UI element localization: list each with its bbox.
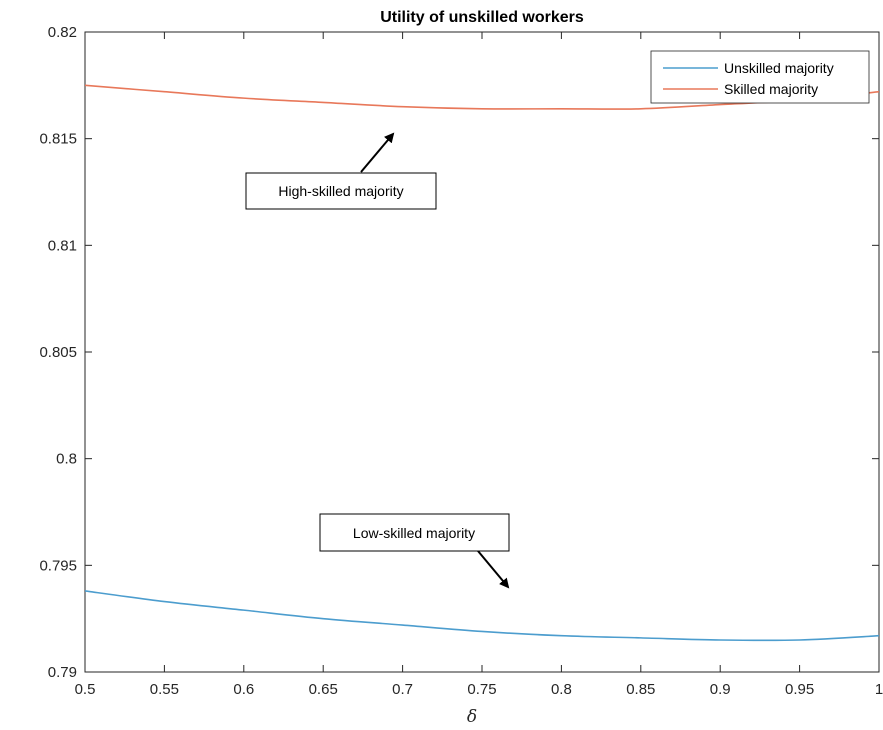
legend: Unskilled majority Skilled majority [650, 50, 870, 104]
x-tick-label: 1 [875, 681, 883, 698]
annotation-low-skilled: Low-skilled majority [319, 513, 510, 589]
y-tick-label: 0.82 [48, 24, 77, 41]
y-axis: 0.79 0.795 0.8 0.805 0.81 0.815 0.82 [39, 24, 879, 681]
y-tick-label: 0.8 [56, 451, 77, 468]
x-tick-label: 0.65 [309, 681, 338, 698]
series-line-unskilled-majority [85, 590, 879, 642]
x-tick-label: 0.55 [150, 681, 179, 698]
series-group [85, 84, 879, 642]
annotation-arrow-low-skilled [477, 550, 510, 589]
y-tick-label: 0.815 [39, 131, 77, 148]
legend-label-skilled-majority: Skilled majority [724, 81, 818, 97]
series-line-skilled-majority [85, 84, 879, 110]
annotation-box-high-skilled [245, 172, 437, 210]
x-tick-label: 0.75 [467, 681, 496, 698]
x-tick-label: 0.95 [785, 681, 814, 698]
x-tick-label: 0.8 [551, 681, 572, 698]
x-tick-label: 0.6 [233, 681, 254, 698]
x-tick-label: 0.5 [75, 681, 96, 698]
y-tick-label: 0.805 [39, 344, 77, 361]
annotation-text-low-skilled: Low-skilled majority [353, 525, 475, 541]
plot-frame [84, 31, 880, 673]
x-tick-label: 0.7 [392, 681, 413, 698]
x-axis: 0.5 0.55 0.6 0.65 0.7 0.75 0.8 0.85 0.9 0.95 1 [75, 32, 883, 698]
chart-title: Utility of unskilled workers [380, 9, 584, 26]
annotation-high-skilled: High-skilled majority [245, 132, 437, 210]
y-tick-label: 0.79 [48, 664, 77, 681]
annotation-text-high-skilled: High-skilled majority [278, 183, 403, 199]
annotation-arrow-high-skilled [360, 132, 395, 173]
annotation-box-low-skilled [319, 513, 510, 552]
x-tick-label: 0.85 [626, 681, 655, 698]
x-axis-label: δ [467, 707, 477, 727]
legend-label-unskilled-majority: Unskilled majority [724, 60, 834, 76]
legend-box [650, 50, 870, 104]
x-tick-label: 0.9 [710, 681, 731, 698]
y-tick-label: 0.81 [48, 237, 77, 254]
y-tick-label: 0.795 [39, 557, 77, 574]
